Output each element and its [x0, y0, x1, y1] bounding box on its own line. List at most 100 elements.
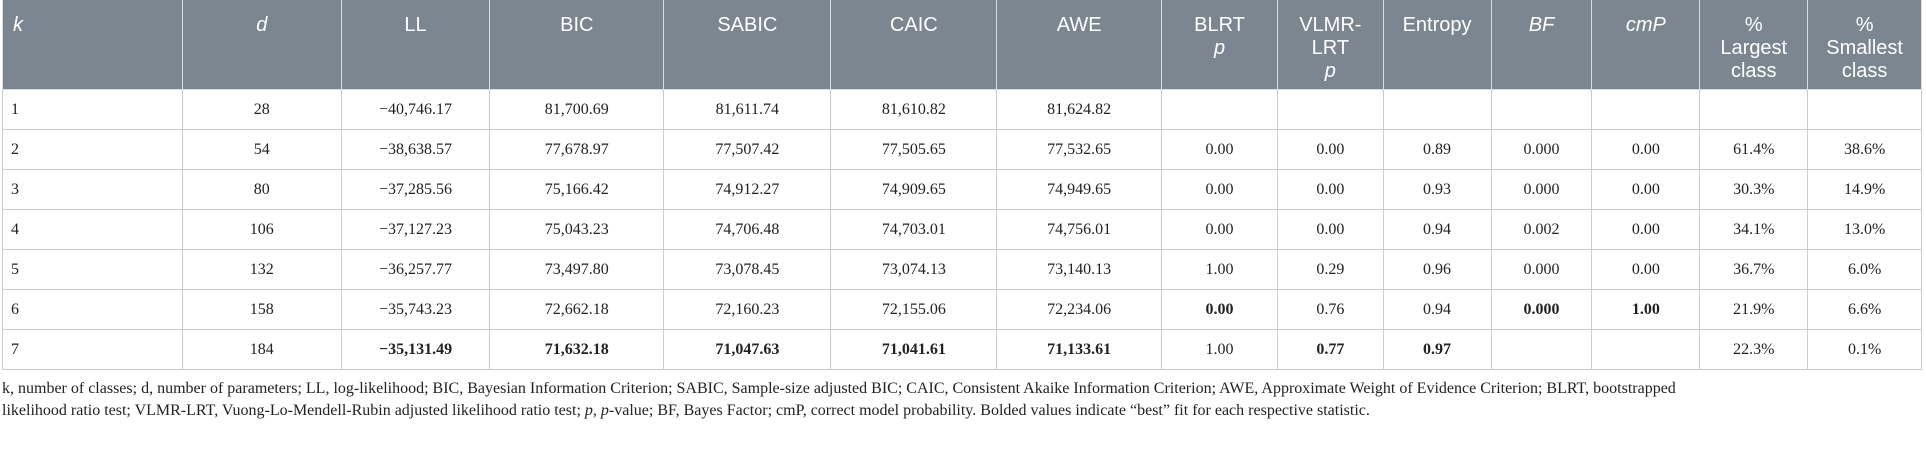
- table-cell: 0.29: [1277, 249, 1384, 290]
- table-cell: 0.00: [1591, 129, 1701, 170]
- column-header: BF: [1490, 0, 1593, 90]
- table-cell: 1.00: [1161, 329, 1279, 370]
- table-cell: 74,756.01: [996, 209, 1163, 250]
- table-cell: −37,127.23: [340, 209, 491, 250]
- footnote-p-symbol: p: [584, 402, 593, 419]
- table-cell: 0.00: [1161, 129, 1279, 170]
- table-cell: [1490, 89, 1593, 130]
- column-header-label: BIC: [560, 14, 594, 36]
- table-cell: 6.0%: [1807, 249, 1922, 290]
- table-cell: 80: [181, 169, 342, 210]
- column-header: CAIC: [830, 0, 998, 90]
- table-cell: 73,078.45: [663, 249, 832, 290]
- footnote-line-1: k, number of classes; d, number of param…: [2, 380, 1676, 397]
- table-cell: 73,497.80: [489, 249, 665, 290]
- column-header-label: Entropy: [1402, 14, 1472, 36]
- table-body: 1 28 −40,746.17 81,700.69 81,611.74 81,610.82…: [2, 89, 1922, 370]
- table-cell: 0.000: [1490, 289, 1593, 330]
- table-cell: 74,706.48: [663, 209, 832, 250]
- column-header: BIC: [489, 0, 665, 90]
- table-cell: 6.6%: [1807, 289, 1922, 330]
- table-cell: 158: [181, 289, 342, 330]
- table-cell: 74,949.65: [996, 169, 1163, 210]
- column-header-label: % Smallest class: [1826, 14, 1903, 82]
- table-cell: 0.93: [1382, 169, 1492, 210]
- table-cell: 13.0%: [1807, 209, 1922, 250]
- table-cell: 6: [2, 289, 183, 330]
- table-cell: 5: [2, 249, 183, 290]
- table-cell: 74,909.65: [830, 169, 998, 210]
- table-cell: 72,160.23: [663, 289, 832, 330]
- footnote-text: -value; BF, Bayes Factor; cmP, correct m…: [608, 402, 1370, 419]
- model-fit-table: k d LL BIC SABIC CAIC AWE BLRT p VLMR- LRT p Entrop…: [2, 0, 1922, 370]
- column-header-label: d: [256, 14, 268, 36]
- table-cell: 30.3%: [1699, 169, 1809, 210]
- table-cell: 81,610.82: [830, 89, 998, 130]
- table-cell: [1382, 89, 1492, 130]
- table-cell: 7: [2, 329, 183, 370]
- table-cell: 0.97: [1382, 329, 1492, 370]
- table-row: 1 28 −40,746.17 81,700.69 81,611.74 81,610.82…: [2, 89, 1922, 130]
- table-cell: 0.89: [1382, 129, 1492, 170]
- table-cell: 132: [181, 249, 342, 290]
- column-header-label: LL: [404, 14, 427, 36]
- table-cell: 81,611.74: [663, 89, 832, 130]
- column-header: AWE: [996, 0, 1163, 90]
- table-cell: 71,047.63: [663, 329, 832, 370]
- table-cell: 61.4%: [1699, 129, 1809, 170]
- column-header-label: CAIC: [889, 14, 938, 36]
- table-cell: 75,166.42: [489, 169, 665, 210]
- column-header: Entropy: [1382, 0, 1492, 90]
- table-cell: 0.00: [1591, 209, 1701, 250]
- table-row: 3 80 −37,285.56 75,166.42 74,912.27 74,909.65…: [2, 169, 1922, 210]
- table-cell: 1.00: [1161, 249, 1279, 290]
- table-cell: 0.1%: [1807, 329, 1922, 370]
- table-cell: 77,505.65: [830, 129, 998, 170]
- column-header: k: [2, 0, 183, 90]
- column-header-label: % Largest class: [1720, 14, 1788, 82]
- table-cell: 1.00: [1591, 289, 1701, 330]
- column-header-label: k: [13, 14, 23, 36]
- table-cell: 71,632.18: [489, 329, 665, 370]
- column-header-label: BF: [1528, 14, 1555, 36]
- table-cell: [1699, 89, 1809, 130]
- table-cell: −38,638.57: [340, 129, 491, 170]
- table-cell: [1277, 89, 1384, 130]
- table-cell: 74,912.27: [663, 169, 832, 210]
- table-row: 5 132 −36,257.77 73,497.80 73,078.45 73,074.1…: [2, 249, 1922, 290]
- column-header: VLMR- LRT p: [1277, 0, 1384, 90]
- table-cell: [1591, 329, 1701, 370]
- column-header: LL: [340, 0, 491, 90]
- table-cell: 72,155.06: [830, 289, 998, 330]
- table-cell: 2: [2, 129, 183, 170]
- column-header: % Largest class: [1699, 0, 1809, 90]
- footnote-text: likelihood ratio test; VLMR-LRT, Vuong-L…: [2, 402, 585, 419]
- table-cell: [1490, 329, 1593, 370]
- table-cell: 0.96: [1382, 249, 1492, 290]
- table-cell: 34.1%: [1699, 209, 1809, 250]
- column-header-label: SABIC: [717, 14, 778, 36]
- table-cell: −36,257.77: [340, 249, 491, 290]
- footnote-text: ,: [592, 402, 601, 419]
- table-cell: 73,140.13: [996, 249, 1163, 290]
- table-cell: [1591, 89, 1701, 130]
- column-header-label: BLRT: [1194, 14, 1245, 36]
- table-cell: 0.76: [1277, 289, 1384, 330]
- table-cell: 106: [181, 209, 342, 250]
- column-header: SABIC: [663, 0, 832, 90]
- table-cell: 75,043.23: [489, 209, 665, 250]
- column-header-label: cmP: [1625, 14, 1666, 36]
- table-cell: [1161, 89, 1279, 130]
- table-cell: 0.00: [1161, 209, 1279, 250]
- table-cell: 81,624.82: [996, 89, 1163, 130]
- table-cell: 14.9%: [1807, 169, 1922, 210]
- table-cell: 28: [181, 89, 342, 130]
- column-header-p-symbol: p: [1213, 37, 1226, 59]
- table-cell: 0.00: [1277, 129, 1384, 170]
- table-row: 4 106 −37,127.23 75,043.23 74,706.48 74,703.0…: [2, 209, 1922, 250]
- column-header: d: [181, 0, 342, 90]
- column-header-label: VLMR- LRT: [1299, 14, 1362, 59]
- column-header-p-symbol: p: [1324, 60, 1336, 82]
- table-cell: 77,532.65: [996, 129, 1163, 170]
